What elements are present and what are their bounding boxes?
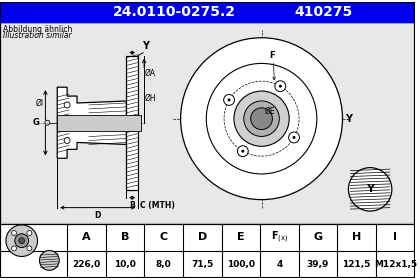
Circle shape [6, 225, 37, 256]
Bar [2, 24, 412, 222]
Circle shape [27, 230, 32, 235]
Text: ØH: ØH [145, 94, 157, 102]
Circle shape [279, 85, 282, 88]
Text: I: I [393, 232, 397, 242]
Text: 10,0: 10,0 [114, 260, 136, 269]
Circle shape [349, 168, 392, 211]
Text: 71,5: 71,5 [191, 260, 213, 269]
Circle shape [237, 146, 248, 157]
Text: 121,5: 121,5 [342, 260, 371, 269]
Text: F: F [270, 52, 275, 60]
Circle shape [64, 137, 70, 143]
Text: G: G [313, 232, 323, 242]
Circle shape [181, 38, 342, 200]
Circle shape [15, 234, 29, 248]
Text: ØE: ØE [265, 107, 275, 116]
Text: G: G [33, 118, 39, 127]
Circle shape [275, 81, 286, 92]
Bar [0, 2, 415, 22]
Text: 100,0: 100,0 [227, 260, 255, 269]
Circle shape [293, 136, 296, 139]
Bar [126, 56, 138, 190]
Bar [57, 115, 141, 131]
Text: Y: Y [366, 184, 374, 194]
Text: Ate: Ate [184, 116, 251, 150]
Text: 8,0: 8,0 [156, 260, 171, 269]
Circle shape [244, 101, 279, 136]
Circle shape [223, 94, 234, 105]
Circle shape [12, 246, 16, 251]
Text: E: E [237, 232, 244, 242]
Circle shape [19, 238, 25, 244]
Bar [0, 224, 415, 278]
Circle shape [241, 150, 244, 153]
Text: 226,0: 226,0 [72, 260, 100, 269]
Circle shape [39, 251, 59, 270]
Text: D: D [197, 232, 207, 242]
Circle shape [234, 91, 289, 146]
Text: C (MTH): C (MTH) [140, 201, 175, 210]
Circle shape [289, 132, 299, 143]
Text: 24.0110-0275.2: 24.0110-0275.2 [113, 5, 236, 19]
Text: 39,9: 39,9 [307, 260, 329, 269]
Circle shape [206, 63, 317, 174]
Bar [0, 22, 415, 224]
Text: 4: 4 [276, 260, 283, 269]
Text: B: B [121, 232, 129, 242]
Text: M12x1,5: M12x1,5 [374, 260, 417, 269]
Text: Y: Y [142, 41, 149, 51]
Circle shape [12, 230, 16, 235]
Circle shape [228, 99, 231, 101]
Text: F$_{\rm(x)}$: F$_{\rm(x)}$ [271, 230, 288, 245]
Polygon shape [57, 87, 126, 158]
Text: A: A [82, 232, 91, 242]
Text: ØA: ØA [145, 69, 156, 78]
Text: Y: Y [346, 114, 352, 124]
Circle shape [27, 246, 32, 251]
Text: 410275: 410275 [294, 5, 352, 19]
Text: Illustration similar: Illustration similar [3, 31, 71, 40]
Text: B: B [129, 201, 135, 210]
Text: H: H [352, 232, 361, 242]
Circle shape [251, 108, 273, 130]
Text: D: D [94, 211, 101, 220]
Text: C: C [160, 232, 168, 242]
Text: Abbildung ähnlich: Abbildung ähnlich [3, 25, 72, 34]
Text: ØI: ØI [35, 99, 43, 108]
Circle shape [64, 102, 70, 108]
